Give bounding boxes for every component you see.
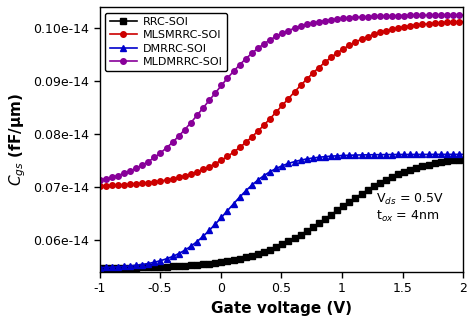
MLDMRRC-SOI — [460, 13, 466, 17]
MLSMRRC-SOI — [460, 20, 466, 24]
Text: V$_{ds}$ = 0.5V
t$_{ox}$ = 4nm: V$_{ds}$ = 0.5V t$_{ox}$ = 4nm — [376, 192, 444, 224]
DMRRC-SOI — [448, 152, 454, 156]
DMRRC-SOI — [97, 266, 102, 270]
Line: RRC-SOI: RRC-SOI — [97, 156, 466, 271]
MLDMRRC-SOI — [103, 177, 109, 181]
MLDMRRC-SOI — [419, 13, 425, 17]
RRC-SOI — [172, 264, 178, 268]
MLSMRRC-SOI — [235, 147, 240, 151]
DMRRC-SOI — [419, 152, 425, 156]
RRC-SOI — [139, 266, 145, 269]
DMRRC-SOI — [139, 263, 145, 266]
RRC-SOI — [448, 159, 454, 162]
MLSMRRC-SOI — [172, 176, 178, 180]
MLSMRRC-SOI — [139, 182, 145, 185]
RRC-SOI — [103, 266, 109, 270]
DMRRC-SOI — [235, 197, 240, 201]
MLDMRRC-SOI — [172, 138, 178, 142]
MLSMRRC-SOI — [103, 184, 109, 188]
MLSMRRC-SOI — [97, 184, 102, 188]
DMRRC-SOI — [172, 254, 178, 257]
Line: DMRRC-SOI: DMRRC-SOI — [97, 151, 466, 270]
RRC-SOI — [460, 157, 466, 161]
MLDMRRC-SOI — [139, 163, 145, 167]
Legend: RRC-SOI, MLSMRRC-SOI, DMRRC-SOI, MLDMRRC-SOI: RRC-SOI, MLSMRRC-SOI, DMRRC-SOI, MLDMRRC… — [105, 13, 227, 71]
X-axis label: Gate voltage (V): Gate voltage (V) — [211, 301, 352, 316]
MLDMRRC-SOI — [97, 178, 102, 182]
MLDMRRC-SOI — [448, 13, 454, 17]
RRC-SOI — [419, 164, 425, 168]
RRC-SOI — [97, 266, 102, 270]
MLSMRRC-SOI — [419, 22, 425, 26]
Line: MLSMRRC-SOI: MLSMRRC-SOI — [97, 19, 466, 189]
Line: MLDMRRC-SOI: MLDMRRC-SOI — [97, 12, 466, 183]
RRC-SOI — [235, 257, 240, 261]
MLSMRRC-SOI — [448, 20, 454, 24]
DMRRC-SOI — [103, 266, 109, 269]
Y-axis label: $C_{gs}$ (fF/μm): $C_{gs}$ (fF/μm) — [7, 93, 27, 186]
DMRRC-SOI — [460, 152, 466, 156]
MLDMRRC-SOI — [235, 65, 240, 69]
